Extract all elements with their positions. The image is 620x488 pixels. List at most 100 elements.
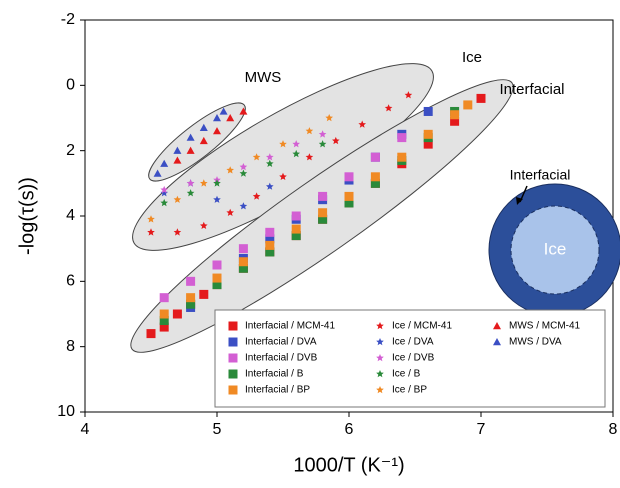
y-tick-label: 0 <box>66 77 75 94</box>
x-axis-label: 1000/T (K⁻¹) <box>293 454 404 476</box>
point <box>305 127 314 135</box>
point <box>160 159 169 167</box>
inset-inner <box>510 205 600 295</box>
point <box>239 202 248 210</box>
legend-label: Ice / MCM-41 <box>392 321 452 332</box>
y-tick-label: 10 <box>57 403 75 420</box>
point <box>279 140 287 148</box>
x-tick-label: 4 <box>81 421 90 438</box>
point <box>186 276 196 286</box>
inset-arrowhead <box>516 197 523 205</box>
legend-label: MWS / MCM-41 <box>509 321 581 332</box>
point <box>226 114 235 122</box>
legend-marker <box>376 370 384 378</box>
point <box>226 208 234 216</box>
y-tick-label: 8 <box>66 338 75 355</box>
point <box>213 179 221 187</box>
point <box>213 195 221 203</box>
point <box>370 172 380 182</box>
point <box>146 329 156 339</box>
mws-region <box>148 102 246 182</box>
point <box>404 91 413 99</box>
point <box>318 191 328 201</box>
point <box>173 146 182 154</box>
y-tick-label: 6 <box>66 273 75 290</box>
x-tick-label: 5 <box>213 421 222 438</box>
point <box>226 166 234 174</box>
point <box>219 107 228 115</box>
point <box>239 163 248 171</box>
point <box>279 172 287 180</box>
legend-label: Interfacial / MCM-41 <box>245 321 335 332</box>
point <box>266 153 274 161</box>
point <box>265 240 275 250</box>
point <box>213 127 221 135</box>
inset-label: Ice <box>544 239 567 258</box>
point <box>318 140 327 148</box>
point <box>291 211 301 221</box>
legend-label: Interfacial / B <box>245 369 304 380</box>
point <box>266 182 274 190</box>
legend-marker <box>228 385 238 395</box>
point <box>186 293 196 303</box>
legend-marker <box>228 369 238 379</box>
point <box>186 133 195 141</box>
annotation: Ice <box>462 49 482 66</box>
legend-marker <box>376 386 384 394</box>
point <box>252 192 261 200</box>
y-tick-label: 2 <box>66 142 75 159</box>
point <box>199 123 208 131</box>
point <box>265 227 275 237</box>
point <box>200 221 208 229</box>
point <box>318 130 327 138</box>
point <box>239 107 248 115</box>
point <box>318 208 328 218</box>
point <box>397 152 407 162</box>
legend-label: Ice / DVB <box>392 353 435 364</box>
legend-label: MWS / DVA <box>509 337 562 348</box>
legend-entries: Interfacial / MCM-41 Interfacial / DVA Int… <box>228 321 581 396</box>
point <box>238 257 248 267</box>
point <box>160 189 168 197</box>
point <box>397 133 407 143</box>
point <box>423 106 433 116</box>
legend-marker <box>493 338 501 346</box>
legend-label: Ice / BP <box>392 385 427 396</box>
legend-marker <box>228 321 238 331</box>
point <box>213 114 221 122</box>
y-tick-label: 4 <box>66 207 75 224</box>
legend-marker <box>376 354 384 362</box>
y-axis-label: -log(τ(s)) <box>16 177 38 255</box>
legend-label: Interfacial / DVA <box>245 337 317 348</box>
point <box>212 260 222 270</box>
point <box>291 224 301 234</box>
legend-marker <box>376 322 384 330</box>
annotation: Interfacial <box>499 81 564 98</box>
point <box>200 179 208 187</box>
legend-marker <box>228 353 238 363</box>
point <box>159 293 169 303</box>
point <box>325 114 333 122</box>
x-tick-label: 7 <box>477 421 486 438</box>
point <box>384 104 393 112</box>
point <box>173 228 182 236</box>
point <box>172 309 182 319</box>
point <box>160 185 168 194</box>
plot-area <box>146 91 486 339</box>
point <box>476 93 486 103</box>
point <box>186 179 195 187</box>
point <box>266 159 274 167</box>
point <box>292 140 300 148</box>
legend-label: Ice / B <box>392 369 421 380</box>
point <box>344 191 354 201</box>
legend-label: Interfacial / BP <box>245 385 310 396</box>
point <box>160 198 168 207</box>
point <box>212 273 222 283</box>
point <box>463 100 473 110</box>
point <box>147 215 155 223</box>
point <box>238 244 248 254</box>
point <box>186 189 195 197</box>
point <box>199 136 208 145</box>
point <box>173 195 182 203</box>
